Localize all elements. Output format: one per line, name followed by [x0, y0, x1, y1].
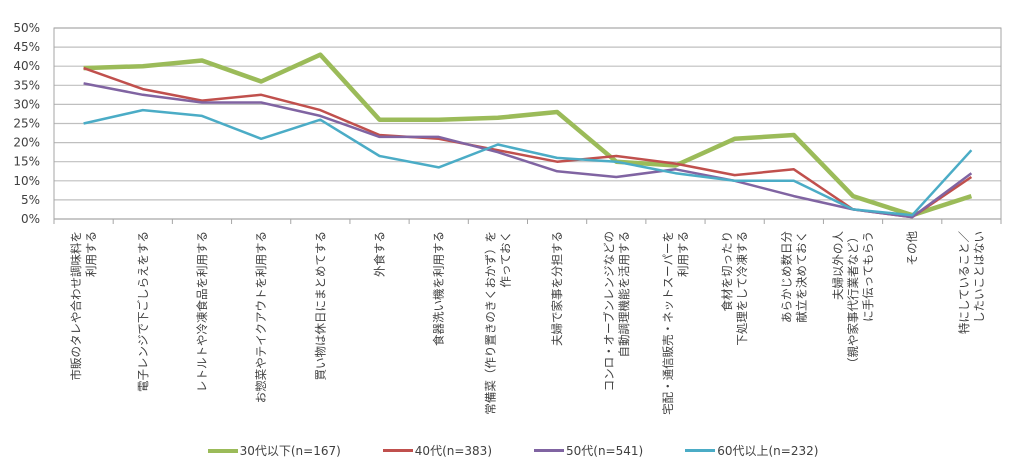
x-axis-label-line: 夫婦以外の人 — [831, 231, 845, 300]
x-axis-label-line: レトルトや冷凍食品を利用する — [195, 231, 209, 392]
x-axis-label: 市販のタレや合わせ調味料を 利用する — [69, 231, 98, 381]
x-axis-label: 電子レンジで下ごしらえをする — [136, 231, 150, 392]
x-axis-label-line: （親や家事代行業者など） — [846, 231, 860, 369]
y-tick-label: 35% — [13, 78, 40, 92]
y-tick-label: 40% — [13, 59, 40, 73]
series-lines — [83, 52, 973, 219]
x-axis-label: 食材を切ったり 下処理をして冷凍する — [720, 231, 749, 346]
x-axis-label: 夫婦以外の人 （親や家事代行業者など） に手伝ってもらう — [831, 231, 875, 369]
y-tick-label: 0% — [21, 212, 40, 226]
legend-swatch — [382, 449, 413, 452]
legend-swatch — [685, 449, 716, 452]
x-axis-label-line: 電子レンジで下ごしらえをする — [136, 231, 150, 392]
x-axis-label-line: 外食する — [373, 231, 387, 277]
y-tick-label: 25% — [13, 117, 40, 131]
x-axis-label-line: 夫婦で家事を分担する — [550, 231, 564, 346]
x-axis-label-line: その他 — [905, 231, 919, 266]
legend-swatch — [534, 449, 564, 452]
x-axis-label-line: 利用する — [676, 231, 690, 277]
y-tick-label: 10% — [13, 174, 40, 188]
x-axis-label-line: あらかじめ数日分 — [779, 231, 793, 323]
line-chart: 0% 5% 10% 15% 20% 25% 30% 35% 40% 45% 50% 市販のタレや合わ… — [13, 21, 1002, 415]
x-axis-label: 食器洗い機を利用する — [432, 231, 446, 346]
x-axis-label-line: 作っておく — [498, 231, 512, 288]
legend-label: 60代以上(n=232) — [717, 444, 819, 458]
y-tick-label: 15% — [13, 155, 40, 169]
x-axis-label: レトルトや冷凍食品を利用する — [195, 231, 209, 392]
x-axis-label-line: に手伝ってもらう — [861, 231, 875, 322]
x-axis-label: 特にしていること／ したいことはない — [957, 231, 986, 335]
legend-item: 50代(n=541) — [526, 442, 643, 459]
y-tick-label: 45% — [13, 40, 40, 54]
x-axis-ticks — [53, 219, 1002, 224]
x-axis-label-line: 常備菜（作り置きのきくおかず）を — [483, 231, 497, 415]
x-axis-label: お惣菜やテイクアウトを利用する — [254, 231, 268, 403]
legend-item: 30代以下(n=167) — [200, 442, 341, 459]
x-axis-label-line: 下処理をして冷凍する — [735, 231, 749, 346]
x-axis-label-line: 自動調理機能を活用する — [617, 231, 631, 358]
x-axis-label: あらかじめ数日分 献立を決めておく — [779, 231, 808, 323]
x-axis-label: 宅配・通信販売・ネットスーパーを 利用する — [661, 231, 690, 415]
gridlines — [53, 27, 1002, 220]
legend-swatch — [207, 448, 238, 453]
x-axis-label-line: 献立を決めておく — [794, 231, 808, 323]
x-axis-label: 外食する — [373, 231, 387, 277]
legend-label: 40代(n=383) — [414, 444, 492, 458]
series-line-2 — [83, 66, 973, 219]
y-tick-label: 30% — [13, 97, 40, 111]
y-axis-ticks: 0% 5% 10% 15% 20% 25% 30% 35% 40% 45% 50% — [13, 21, 40, 226]
legend-label: 50代(n=541) — [566, 444, 644, 458]
x-axis-label-line: 利用する — [84, 231, 98, 277]
y-tick-label: 5% — [21, 193, 40, 207]
legend: 30代以下(n=167) 40代(n=383) 50代(n=541) 60代以上(n=… — [0, 442, 1018, 459]
x-axis-label: 常備菜（作り置きのきくおかず）を 作っておく — [483, 231, 512, 415]
x-axis-label-line: 食器洗い機を利用する — [432, 231, 446, 346]
y-tick-label: 20% — [13, 136, 40, 150]
x-axis-labels: 市販のタレや合わせ調味料を 利用する 電子レンジで下ごしらえをする レトルトや冷凍食品… — [69, 231, 986, 415]
legend-label: 30代以下(n=167) — [239, 444, 341, 458]
x-axis-label: 夫婦で家事を分担する — [550, 231, 564, 346]
x-axis-label-line: したいことはない — [972, 231, 986, 323]
series-line-4 — [83, 108, 973, 217]
x-axis-label-line: コンロ・オーブンレンジなどの — [602, 231, 616, 391]
x-axis-label: コンロ・オーブンレンジなどの 自動調理機能を活用する — [602, 231, 631, 391]
x-axis-label-line: 特にしていること／ — [957, 231, 971, 335]
series-line-3 — [83, 82, 973, 219]
series-line-1 — [83, 52, 973, 218]
x-axis-label: 買い物は休日にまとめてする — [313, 231, 327, 381]
x-axis-label-line: お惣菜やテイクアウトを利用する — [254, 231, 268, 403]
legend-item: 40代(n=383) — [375, 442, 492, 459]
x-axis-label-line: 宅配・通信販売・ネットスーパーを — [661, 231, 675, 415]
x-axis-label-line: 買い物は休日にまとめてする — [313, 231, 327, 381]
x-axis-label-line: 市販のタレや合わせ調味料を — [69, 231, 83, 381]
legend-item: 60代以上(n=232) — [677, 442, 818, 459]
y-tick-label: 50% — [13, 21, 40, 35]
x-axis-label: その他 — [905, 231, 919, 266]
x-axis-label-line: 食材を切ったり — [720, 231, 734, 312]
